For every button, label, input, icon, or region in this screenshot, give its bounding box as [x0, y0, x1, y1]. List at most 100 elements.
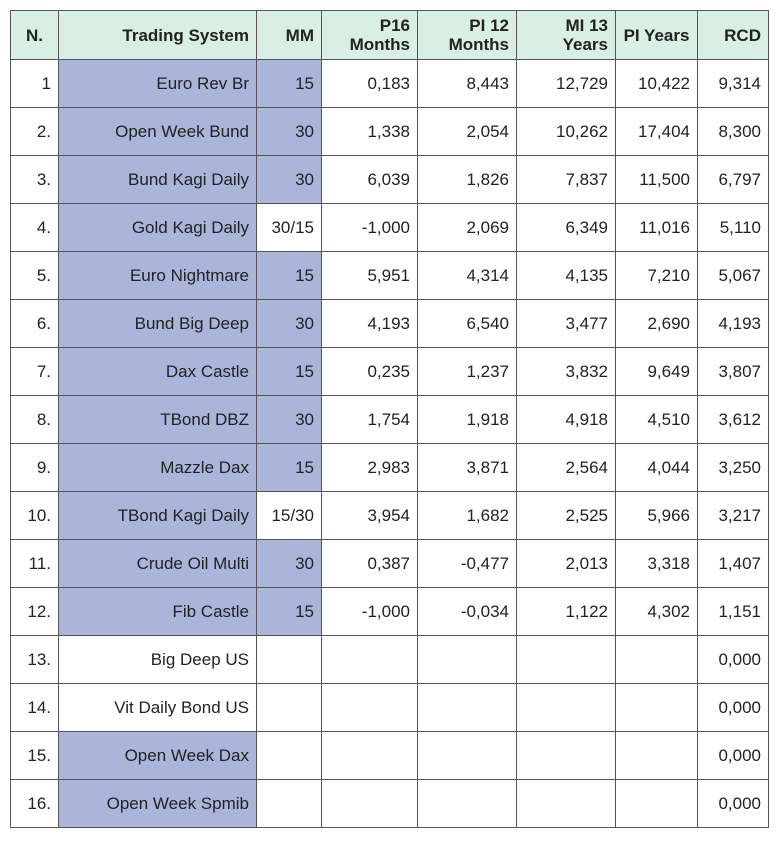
cell-rcd: 5,110 [697, 203, 769, 252]
cell-mm [256, 731, 322, 780]
header-trading-system: Trading System [58, 10, 257, 60]
cell-number: 2. [10, 107, 59, 156]
cell-pi-years: 4,510 [615, 395, 698, 444]
cell-p16-months: 5,951 [321, 251, 418, 300]
header-mm: MM [256, 10, 322, 60]
cell-mi13-years: 10,262 [516, 107, 616, 156]
cell-rcd: 4,193 [697, 299, 769, 348]
cell-trading-system: Dax Castle [58, 347, 257, 396]
cell-number: 5. [10, 251, 59, 300]
cell-number: 7. [10, 347, 59, 396]
cell-mi13-years: 3,832 [516, 347, 616, 396]
cell-trading-system: TBond DBZ [58, 395, 257, 444]
cell-number: 15. [10, 731, 59, 780]
cell-pi12-months: 2,054 [417, 107, 517, 156]
cell-p16-months: 0,387 [321, 539, 418, 588]
cell-pi-years: 9,649 [615, 347, 698, 396]
table-row: 2. Open Week Bund 30 1,338 2,054 10,262 17,404… [10, 107, 769, 156]
cell-pi12-months: 8,443 [417, 59, 517, 108]
header-row: N. Trading System MM P16 Months PI 12 Mo… [10, 10, 769, 60]
cell-number: 4. [10, 203, 59, 252]
header-pi-years: PI Years [615, 10, 698, 60]
cell-number: 9. [10, 443, 59, 492]
cell-p16-months [321, 635, 418, 684]
cell-mi13-years [516, 683, 616, 732]
cell-rcd: 1,151 [697, 587, 769, 636]
table-row: 7. Dax Castle 15 0,235 1,237 3,832 9,649 3,807 [10, 347, 769, 396]
cell-mi13-years: 1,122 [516, 587, 616, 636]
cell-rcd: 3,217 [697, 491, 769, 540]
cell-number: 11. [10, 539, 59, 588]
cell-pi12-months: 2,069 [417, 203, 517, 252]
cell-mi13-years [516, 731, 616, 780]
table-row: 11. Crude Oil Multi 30 0,387 -0,477 2,013 3,31… [10, 539, 769, 588]
cell-rcd: 0,000 [697, 731, 769, 780]
cell-p16-months: -1,000 [321, 203, 418, 252]
cell-mm: 15/30 [256, 491, 322, 540]
cell-pi12-months: 1,682 [417, 491, 517, 540]
cell-mm: 30 [256, 539, 322, 588]
table-row: 12. Fib Castle 15 -1,000 -0,034 1,122 4,302 1,1… [10, 587, 769, 636]
table-row: 5. Euro Nightmare 15 5,951 4,314 4,135 7,210 5,… [10, 251, 769, 300]
table-header: N. Trading System MM P16 Months PI 12 Mo… [10, 10, 769, 60]
cell-pi-years: 11,500 [615, 155, 698, 204]
cell-rcd: 1,407 [697, 539, 769, 588]
cell-pi12-months [417, 779, 517, 828]
cell-mm [256, 683, 322, 732]
cell-mm: 30 [256, 299, 322, 348]
cell-p16-months: 6,039 [321, 155, 418, 204]
cell-rcd: 3,807 [697, 347, 769, 396]
cell-pi-years [615, 635, 698, 684]
table-row: 8. TBond DBZ 30 1,754 1,918 4,918 4,510 3,612 [10, 395, 769, 444]
cell-mm: 15 [256, 59, 322, 108]
cell-p16-months: 1,338 [321, 107, 418, 156]
cell-pi12-months: -0,477 [417, 539, 517, 588]
header-p16-line1: P16 [379, 16, 410, 35]
header-pi12-line2: Months [448, 35, 509, 54]
header-pi12-line1: PI 12 [469, 16, 509, 35]
cell-trading-system: Crude Oil Multi [58, 539, 257, 588]
cell-number: 6. [10, 299, 59, 348]
cell-p16-months: 4,193 [321, 299, 418, 348]
cell-mm [256, 635, 322, 684]
cell-number: 16. [10, 779, 59, 828]
cell-rcd: 3,250 [697, 443, 769, 492]
cell-mi13-years: 3,477 [516, 299, 616, 348]
cell-pi-years: 4,302 [615, 587, 698, 636]
cell-p16-months: -1,000 [321, 587, 418, 636]
cell-mi13-years: 4,918 [516, 395, 616, 444]
cell-trading-system: Open Week Dax [58, 731, 257, 780]
cell-rcd: 9,314 [697, 59, 769, 108]
cell-mi13-years [516, 635, 616, 684]
cell-pi12-months [417, 683, 517, 732]
header-p16-line2: Months [349, 35, 410, 54]
cell-rcd: 5,067 [697, 251, 769, 300]
cell-rcd: 0,000 [697, 635, 769, 684]
cell-p16-months [321, 779, 418, 828]
cell-pi-years [615, 779, 698, 828]
cell-mi13-years: 7,837 [516, 155, 616, 204]
cell-rcd: 6,797 [697, 155, 769, 204]
cell-pi12-months [417, 731, 517, 780]
table-row: 10. TBond Kagi Daily 15/30 3,954 1,682 2,525 5… [10, 491, 769, 540]
table-row: 16. Open Week Spmib 0,000 [10, 779, 769, 828]
cell-mm: 15 [256, 251, 322, 300]
cell-rcd: 0,000 [697, 683, 769, 732]
cell-trading-system: Fib Castle [58, 587, 257, 636]
header-mi13-line2: Years [562, 35, 608, 54]
table-row: 3. Bund Kagi Daily 30 6,039 1,826 7,837 11,500… [10, 155, 769, 204]
header-n: N. [10, 10, 59, 60]
cell-p16-months: 0,183 [321, 59, 418, 108]
header-mi13-line1: MI 13 [565, 16, 608, 35]
header-pi12-months: PI 12 Months [417, 10, 517, 60]
cell-mi13-years: 4,135 [516, 251, 616, 300]
cell-trading-system: TBond Kagi Daily [58, 491, 257, 540]
cell-trading-system: Vit Daily Bond US [58, 683, 257, 732]
cell-mi13-years: 6,349 [516, 203, 616, 252]
trading-systems-table: N. Trading System MM P16 Months PI 12 Mo… [10, 10, 769, 828]
cell-rcd: 0,000 [697, 779, 769, 828]
cell-pi12-months: 3,871 [417, 443, 517, 492]
cell-trading-system: Gold Kagi Daily [58, 203, 257, 252]
cell-p16-months: 3,954 [321, 491, 418, 540]
cell-mm [256, 779, 322, 828]
